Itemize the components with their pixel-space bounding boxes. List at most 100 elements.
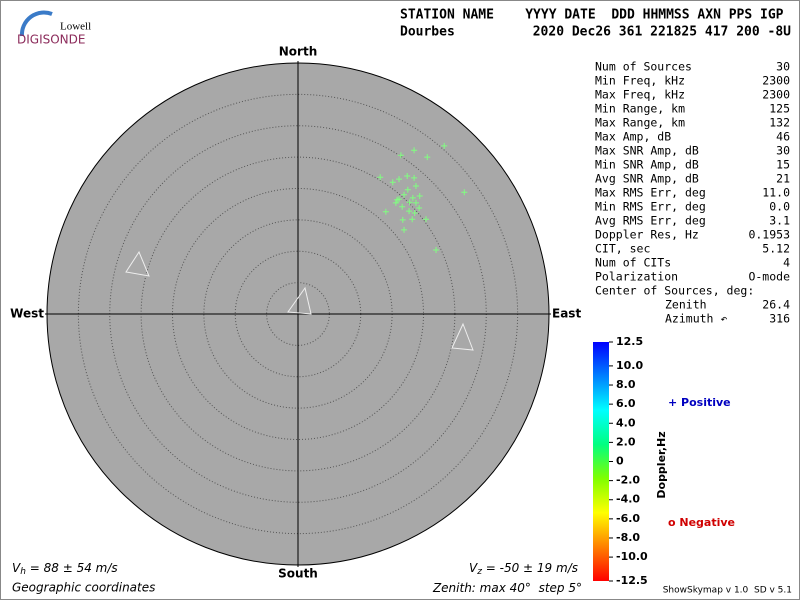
stat-value: 30	[776, 144, 790, 158]
source-point	[409, 194, 416, 201]
colorbar-tick-label: -6.0	[616, 512, 640, 525]
stat-value: 30	[776, 60, 790, 74]
stat-label: Polarization	[595, 270, 678, 284]
stat-value: O-mode	[748, 270, 790, 284]
colorbar-tick-label: -8.0	[616, 531, 640, 544]
source-point	[396, 176, 403, 183]
colorbar-tick-label: 8.0	[616, 378, 636, 391]
source-point	[406, 208, 413, 215]
center-value: 26.4	[762, 298, 790, 312]
source-point	[401, 191, 408, 198]
source-point	[433, 246, 440, 253]
logo-swoosh	[19, 10, 53, 37]
colorbar-tick-label: -12.5	[616, 574, 648, 587]
source-point	[401, 226, 408, 233]
stat-value: 46	[776, 130, 790, 144]
antenna-marker	[451, 322, 474, 351]
source-point	[389, 179, 396, 186]
stat-value: 0.0	[769, 200, 790, 214]
stat-label: Min Freq, kHz	[595, 74, 685, 88]
stat-label: Max Range, km	[595, 116, 685, 130]
source-point	[412, 199, 419, 206]
stat-label: Max Freq, kHz	[595, 88, 685, 102]
stat-value: 2300	[762, 74, 790, 88]
center-label: Zenith	[665, 298, 707, 312]
zenith-prefix: Zenith: max	[432, 581, 507, 595]
source-point	[411, 209, 418, 216]
dir-south: South	[278, 567, 318, 581]
logo-bottom: DIGISONDE	[17, 33, 85, 47]
vh-sub: h	[20, 567, 26, 577]
vz-sub: z	[476, 567, 482, 577]
source-point	[404, 186, 411, 193]
antenna-marker	[125, 250, 150, 277]
center-label: Azimuth ↶	[665, 312, 727, 326]
stat-label: Max RMS Err, deg	[595, 186, 706, 200]
source-point	[412, 182, 419, 189]
stat-label: Num of CITs	[595, 256, 671, 270]
dir-west: West	[10, 307, 44, 321]
zenith-step: 5	[568, 581, 576, 595]
source-point	[423, 216, 430, 223]
stat-value: 2300	[762, 88, 790, 102]
source-point	[411, 174, 418, 181]
vz-symbol: V	[469, 561, 478, 575]
source-point	[399, 216, 406, 223]
stat-value: 3.1	[769, 214, 790, 228]
source-point	[382, 208, 389, 215]
stat-label: Avg RMS Err, deg	[595, 214, 706, 228]
colorbar-tick-label: 6.0	[616, 397, 636, 410]
source-point	[392, 199, 399, 206]
vz-text: = -50 ± 19 m/s	[482, 561, 578, 575]
vh: Vh = 88 ± 54 m/s	[12, 561, 118, 577]
version: ShowSkymap v 1.0 SD v 5.1	[663, 586, 792, 596]
stat-label: Min Range, km	[595, 102, 685, 116]
source-point	[424, 154, 431, 161]
source-point	[416, 193, 423, 200]
source-point	[399, 203, 406, 210]
center-title: Center of Sources, deg:	[595, 284, 754, 298]
stat-label: Max SNR Amp, dB	[595, 144, 699, 158]
dir-north: North	[279, 45, 317, 59]
colorbar-tick-label: -10.0	[616, 550, 648, 563]
stat-value: 15	[776, 158, 790, 172]
source-point	[441, 142, 448, 149]
colorbar-title: Doppler,Hz	[655, 431, 668, 498]
stat-label: Min RMS Err, deg	[595, 200, 706, 214]
legend-negative: o Negative	[668, 516, 735, 529]
degree: °	[576, 581, 582, 595]
source-point	[416, 204, 423, 211]
stat-value: 21	[776, 172, 790, 186]
colorbar-tick-label: -4.0	[616, 493, 640, 506]
source-point	[409, 216, 416, 223]
source-point	[404, 172, 411, 179]
stat-value: 4	[783, 256, 790, 270]
stat-value: 11.0	[762, 186, 790, 200]
source-point	[377, 174, 384, 181]
stat-value: 125	[769, 102, 790, 116]
stat-label: CIT, sec	[595, 242, 650, 256]
header-columns: STATION NAME YYYY DATE DDD HHMMSS AXN PP…	[400, 8, 784, 23]
stat-value: 5.12	[762, 242, 790, 256]
source-point	[397, 152, 404, 159]
colorbar-tick-label: 10.0	[616, 359, 643, 372]
stat-label: Avg SNR Amp, dB	[595, 172, 699, 186]
source-point	[461, 189, 468, 196]
vh-text: = 88 ± 54 m/s	[26, 561, 118, 575]
source-point	[396, 196, 403, 203]
legend-positive: + Positive	[668, 396, 731, 409]
stat-label: Max Amp, dB	[595, 130, 671, 144]
vh-symbol: V	[12, 561, 21, 575]
source-point	[411, 147, 418, 154]
dir-east: East	[552, 307, 581, 321]
zenith-max: 40	[510, 581, 526, 595]
vz: Vz = -50 ± 19 m/s	[469, 561, 578, 577]
stat-label: Min SNR Amp, dB	[595, 158, 699, 172]
colorbar	[593, 342, 609, 581]
zenith-caption: Zenith: max 40° step 5°	[432, 581, 582, 595]
logo-top: Lowell	[60, 21, 91, 33]
source-point	[406, 199, 413, 206]
stat-value: 0.1953	[748, 228, 790, 242]
stat-label: Num of Sources	[595, 60, 692, 74]
colorbar-tick-label: -2.0	[616, 474, 640, 487]
